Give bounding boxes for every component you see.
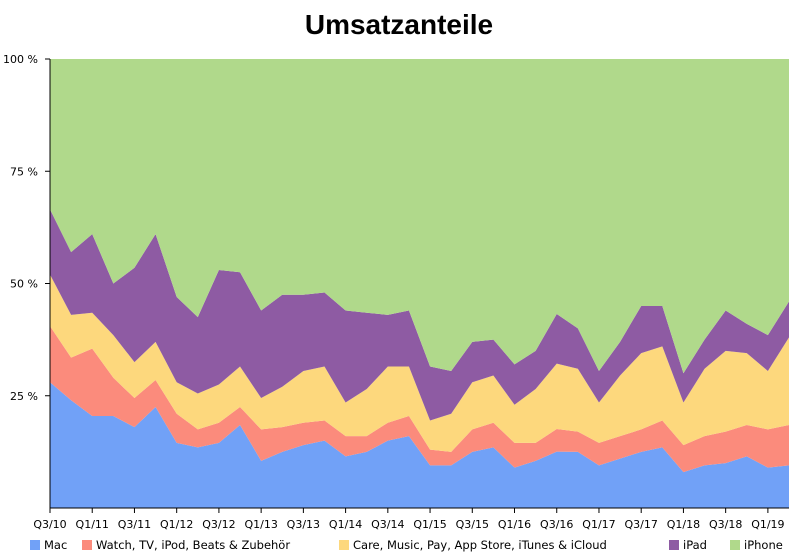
y-tick-label: 50 % xyxy=(10,278,38,291)
legend-swatch xyxy=(730,540,740,550)
legend-swatch xyxy=(82,540,92,550)
x-tick-label: Q1/14 xyxy=(329,518,362,531)
x-tick-label: Q1/18 xyxy=(667,518,700,531)
legend-label: iPhone xyxy=(744,538,783,552)
x-tick-label: Q3/11 xyxy=(118,518,151,531)
legend-swatch xyxy=(339,540,349,550)
x-tick-label: Q3/18 xyxy=(709,518,742,531)
x-tick-label: Q3/14 xyxy=(371,518,404,531)
x-tick-label: Q1/12 xyxy=(160,518,193,531)
area-series-iphone xyxy=(50,59,789,374)
area-series-ipad xyxy=(50,209,789,421)
y-tick-label: 75 % xyxy=(10,165,38,178)
y-axis-ticks: 25 % 50 % 75 % 100 % xyxy=(3,53,50,403)
x-tick-label: Q1/13 xyxy=(244,518,277,531)
legend-swatch xyxy=(30,540,40,550)
chart-title: Umsatzanteile xyxy=(305,9,493,40)
legend-swatch xyxy=(669,540,679,550)
x-tick-label: Q1/15 xyxy=(413,518,446,531)
legend-label: Care, Music, Pay, App Store, iTunes & iC… xyxy=(353,538,607,552)
x-tick-label: Q1/16 xyxy=(498,518,531,531)
x-tick-label: Q3/10 xyxy=(33,518,66,531)
legend: Mac Watch, TV, iPod, Beats & Zubehör Care… xyxy=(30,538,783,552)
x-axis-ticks: Q3/10 Q1/11 Q3/11 Q1/12 Q3/12 Q1/13 Q3/13 Q1/14… xyxy=(33,508,785,531)
x-tick-label: Q3/16 xyxy=(540,518,573,531)
x-tick-label: Q3/13 xyxy=(287,518,320,531)
x-tick-label: Q1/17 xyxy=(582,518,615,531)
area-series-care-music-pay-app-store-itunes-icloud xyxy=(50,274,789,452)
x-tick-label: Q3/17 xyxy=(625,518,658,531)
legend-label: Watch, TV, iPod, Beats & Zubehör xyxy=(96,538,290,552)
legend-label: Mac xyxy=(44,538,67,552)
legend-label: iPad xyxy=(683,538,707,552)
x-tick-label: Q3/12 xyxy=(202,518,235,531)
area-layers xyxy=(50,59,789,508)
x-tick-label: Q3/15 xyxy=(456,518,489,531)
area-series-mac xyxy=(50,382,789,508)
y-tick-label: 100 % xyxy=(3,53,38,66)
y-tick-label: 25 % xyxy=(10,390,38,403)
x-tick-label: Q1/19 xyxy=(751,518,784,531)
area-series-watch-tv-ipod-beats-zubeh-r xyxy=(50,326,789,473)
x-tick-label: Q1/11 xyxy=(76,518,109,531)
axes xyxy=(49,59,789,513)
